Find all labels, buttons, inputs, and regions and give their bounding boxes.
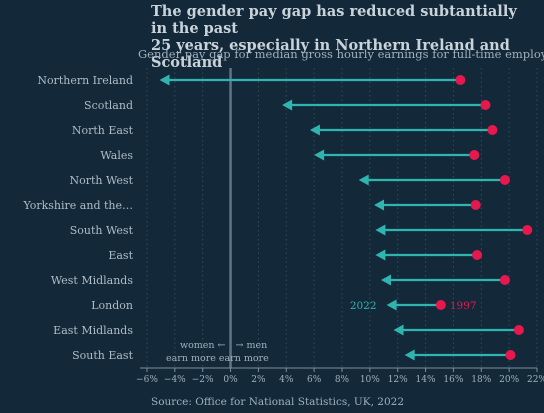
x-tick-label: 22% [527, 375, 544, 385]
category-label: North East [72, 124, 134, 137]
x-tick-label: −4% [164, 375, 186, 385]
start-dot [487, 125, 498, 135]
category-label: Scotland [84, 99, 133, 112]
chart-title: The gender pay gap has reduced subtantia… [151, 3, 531, 71]
start-dot [505, 350, 516, 360]
chart-row: East [108, 249, 483, 262]
end-arrow [374, 199, 385, 211]
end-arrow [159, 74, 170, 86]
annotation-earn-more-label: earn more earn more [166, 353, 269, 364]
x-tick-label: −6% [136, 375, 158, 385]
category-label: West Midlands [51, 274, 134, 287]
x-tick-label: 6% [307, 375, 322, 385]
chart-title-line-1: The gender pay gap has reduced subtantia… [151, 3, 517, 37]
chart-row: Northern Ireland [37, 74, 466, 87]
chart-row: Yorkshire and the… [22, 199, 481, 212]
series-label-end: 2022 [350, 300, 377, 312]
category-label: East Midlands [53, 324, 133, 337]
start-dot [499, 275, 510, 285]
x-tick-label: 2% [251, 375, 266, 385]
end-arrow [386, 299, 397, 311]
start-dot [455, 75, 466, 85]
end-arrow [375, 249, 386, 261]
chart-row: South East [72, 349, 516, 362]
x-tick-label: 0% [223, 375, 238, 385]
annotation-men-label: → men [236, 340, 268, 351]
category-label: Yorkshire and the… [22, 199, 133, 212]
chart-title-line-2: 25 years, especially in Northern Ireland… [151, 37, 510, 71]
category-label: South East [72, 349, 133, 362]
end-arrow [404, 349, 415, 361]
x-tick-label: 20% [499, 375, 519, 385]
annotation-women-label: women ← [180, 340, 226, 351]
end-arrow [375, 224, 386, 236]
x-tick-label: −2% [192, 375, 214, 385]
start-dot [472, 250, 483, 260]
chart-row: Wales [100, 149, 480, 162]
category-label: East [108, 249, 133, 262]
chart-row: South West [70, 224, 533, 237]
end-arrow [380, 274, 391, 286]
x-tick-label: 10% [360, 375, 380, 385]
x-tick-label: 18% [471, 375, 491, 385]
chart-rows: Northern Ireland Scotland North East Wales N… [22, 74, 533, 362]
x-tick-label: 14% [416, 375, 436, 385]
start-dot [522, 225, 533, 235]
chart-row: North East [72, 124, 498, 137]
chart-subtitle: Gender pay gap for median gross hourly e… [138, 47, 544, 61]
x-tick-label: 12% [388, 375, 408, 385]
x-tick-label: 4% [279, 375, 294, 385]
category-label: North West [70, 174, 134, 187]
start-dot [480, 100, 491, 110]
source-note: Source: Office for National Statistics, … [151, 396, 405, 408]
chart-row: North West [70, 174, 510, 187]
end-arrow [309, 124, 320, 136]
start-dot [469, 150, 480, 160]
series-label-start: 1997 [450, 300, 477, 312]
chart-row: Scotland [84, 99, 491, 112]
chart-row: West Midlands [51, 274, 510, 287]
chart-row: London 2022 1997 [91, 299, 476, 312]
grid-lines [146, 68, 538, 368]
dumbbell-chart: −6% −4% −2% 0% 2% 4% 6% 8% 10% 12% 14% 16% 18% 20% 22%… [22, 68, 544, 385]
end-arrow [314, 149, 325, 161]
end-arrow [393, 324, 404, 336]
annotation: women ← → men earn more earn more [166, 340, 269, 364]
category-label: London [91, 299, 133, 312]
start-dot [470, 200, 481, 210]
x-axis: −6% −4% −2% 0% 2% 4% 6% 8% 10% 12% 14% 16% 18% 20% 22% [136, 367, 544, 385]
category-label: South West [70, 224, 134, 237]
start-dot [499, 175, 510, 185]
chart-row: East Midlands [53, 324, 524, 337]
start-dot [513, 325, 524, 335]
x-tick-label: 16% [443, 375, 463, 385]
start-dot [435, 300, 446, 310]
x-tick-label: 8% [335, 375, 350, 385]
category-label: Wales [100, 149, 133, 162]
end-arrow [358, 174, 369, 186]
end-arrow [282, 99, 293, 111]
category-label: Northern Ireland [37, 74, 133, 87]
